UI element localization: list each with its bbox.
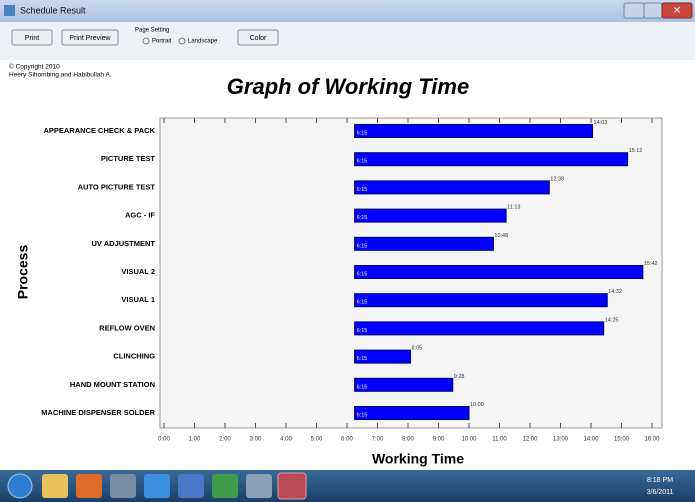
close-button[interactable] bbox=[661, 2, 693, 19]
start-label: 6:15 bbox=[357, 356, 368, 362]
x-tick-label: 12:00 bbox=[522, 437, 538, 443]
y-tick-label: AUTO PICTURE TEST bbox=[78, 182, 156, 191]
taskbar-app[interactable] bbox=[144, 474, 170, 498]
landscape-label: Landscape bbox=[188, 39, 218, 45]
taskbar-app[interactable] bbox=[246, 474, 272, 498]
window-title: Schedule Result bbox=[20, 5, 86, 15]
y-tick-label: PICTURE TEST bbox=[101, 154, 156, 163]
bar bbox=[354, 377, 454, 392]
value-label: 14:25 bbox=[605, 317, 619, 323]
x-axis-label: Working Time bbox=[372, 451, 464, 467]
bar bbox=[354, 124, 594, 138]
minimize-button[interactable] bbox=[623, 2, 645, 19]
y-tick-label: HAND MOUNT STATION bbox=[70, 380, 155, 389]
taskbar-app[interactable] bbox=[212, 474, 238, 498]
maximize-button[interactable] bbox=[643, 2, 663, 19]
bar bbox=[354, 180, 550, 195]
value-label: 8:05 bbox=[412, 346, 423, 352]
x-tick-label: 3:00 bbox=[250, 437, 262, 443]
start-label: 6:15 bbox=[357, 328, 368, 334]
bar bbox=[354, 208, 507, 223]
value-label: 11:13 bbox=[507, 205, 520, 211]
x-tick-label: 5:00 bbox=[311, 437, 323, 443]
y-tick-label: APPEARANCE CHECK & PACK bbox=[43, 126, 155, 135]
x-tick-label: 2:00 bbox=[219, 437, 231, 443]
value-label: 14:03 bbox=[594, 120, 608, 126]
x-tick-label: 15:00 bbox=[614, 437, 630, 443]
x-tick-label: 1:00 bbox=[189, 437, 201, 443]
start-label: 6:15 bbox=[357, 187, 368, 193]
x-tick-label: 0:00 bbox=[158, 437, 170, 443]
x-tick-label: 4:00 bbox=[280, 437, 292, 443]
start-label: 6:15 bbox=[357, 300, 368, 306]
value-label: 15:42 bbox=[644, 261, 658, 267]
start-label: 6:15 bbox=[357, 384, 368, 390]
start-label: 6:15 bbox=[357, 243, 368, 249]
taskbar-app[interactable] bbox=[42, 474, 68, 498]
taskbar-app-active[interactable] bbox=[277, 472, 307, 500]
portrait-radio[interactable] bbox=[142, 37, 150, 45]
y-tick-label: CLINCHING bbox=[113, 352, 155, 361]
bar bbox=[354, 349, 412, 364]
y-tick-label: UV ADJUSTMENT bbox=[92, 239, 156, 248]
page-setting-label: Page Setting bbox=[135, 28, 169, 34]
x-tick-label: 10:00 bbox=[461, 437, 477, 443]
value-label: 10:48 bbox=[494, 233, 508, 239]
start-label: 6:15 bbox=[357, 271, 368, 277]
value-label: 14:32 bbox=[608, 289, 622, 295]
start-label: 6:15 bbox=[357, 159, 368, 165]
app-icon bbox=[4, 5, 15, 16]
start-label: 6:15 bbox=[357, 130, 368, 136]
close-icon: ✕ bbox=[673, 6, 681, 17]
x-tick-label: 6:00 bbox=[341, 437, 353, 443]
x-tick-label: 7:00 bbox=[372, 437, 384, 443]
print-button[interactable] bbox=[11, 29, 53, 46]
bar bbox=[354, 265, 644, 279]
x-tick-label: 14:00 bbox=[583, 437, 599, 443]
value-label: 9:28 bbox=[454, 374, 465, 380]
clock-date: 3/6/2011 bbox=[647, 489, 674, 496]
y-axis-label: Process bbox=[15, 245, 31, 300]
bar bbox=[354, 293, 608, 308]
x-tick-label: 11:00 bbox=[492, 437, 507, 443]
bar bbox=[354, 236, 494, 251]
y-tick-label: MACHINE DISPENSER SOLDER bbox=[41, 408, 155, 417]
color-button[interactable] bbox=[237, 29, 279, 46]
bar bbox=[354, 321, 605, 336]
y-tick-label: REFLOW OVEN bbox=[99, 323, 155, 332]
y-tick-label: AGC - IF bbox=[125, 211, 155, 220]
copyright-line: © Copyright 2010 bbox=[9, 63, 60, 71]
title-bar bbox=[0, 0, 695, 22]
bar bbox=[354, 406, 470, 420]
taskbar-app[interactable] bbox=[76, 474, 102, 498]
copyright-line: Heery Sihombing and Habibullah A. bbox=[9, 72, 112, 79]
value-label: 10:00 bbox=[470, 402, 484, 408]
y-tick-label: VISUAL 1 bbox=[121, 295, 155, 304]
start-label: 6:15 bbox=[357, 412, 368, 418]
x-tick-label: 9:00 bbox=[433, 437, 445, 443]
taskbar-app[interactable] bbox=[178, 474, 204, 498]
taskbar-app[interactable] bbox=[110, 474, 136, 498]
start-button[interactable] bbox=[7, 473, 33, 499]
x-tick-label: 8:00 bbox=[402, 437, 414, 443]
portrait-label: Portrait bbox=[152, 39, 172, 45]
clock-time: 8:18 PM bbox=[647, 477, 673, 484]
taskbar bbox=[0, 470, 695, 502]
value-label: 12:38 bbox=[550, 176, 564, 182]
x-tick-label: 13:00 bbox=[553, 437, 569, 443]
chart-title: Graph of Working Time bbox=[227, 74, 469, 99]
x-tick-label: 16:00 bbox=[644, 437, 660, 443]
print-preview-button[interactable] bbox=[61, 29, 119, 46]
color-label: Color bbox=[250, 35, 267, 42]
print-preview-label: Print Preview bbox=[69, 35, 111, 42]
bar bbox=[354, 152, 629, 167]
start-label: 6:15 bbox=[357, 215, 368, 221]
y-tick-label: VISUAL 2 bbox=[121, 267, 155, 276]
print-label: Print bbox=[25, 35, 39, 42]
value-label: 15:12 bbox=[629, 148, 643, 154]
landscape-radio[interactable] bbox=[178, 37, 186, 45]
